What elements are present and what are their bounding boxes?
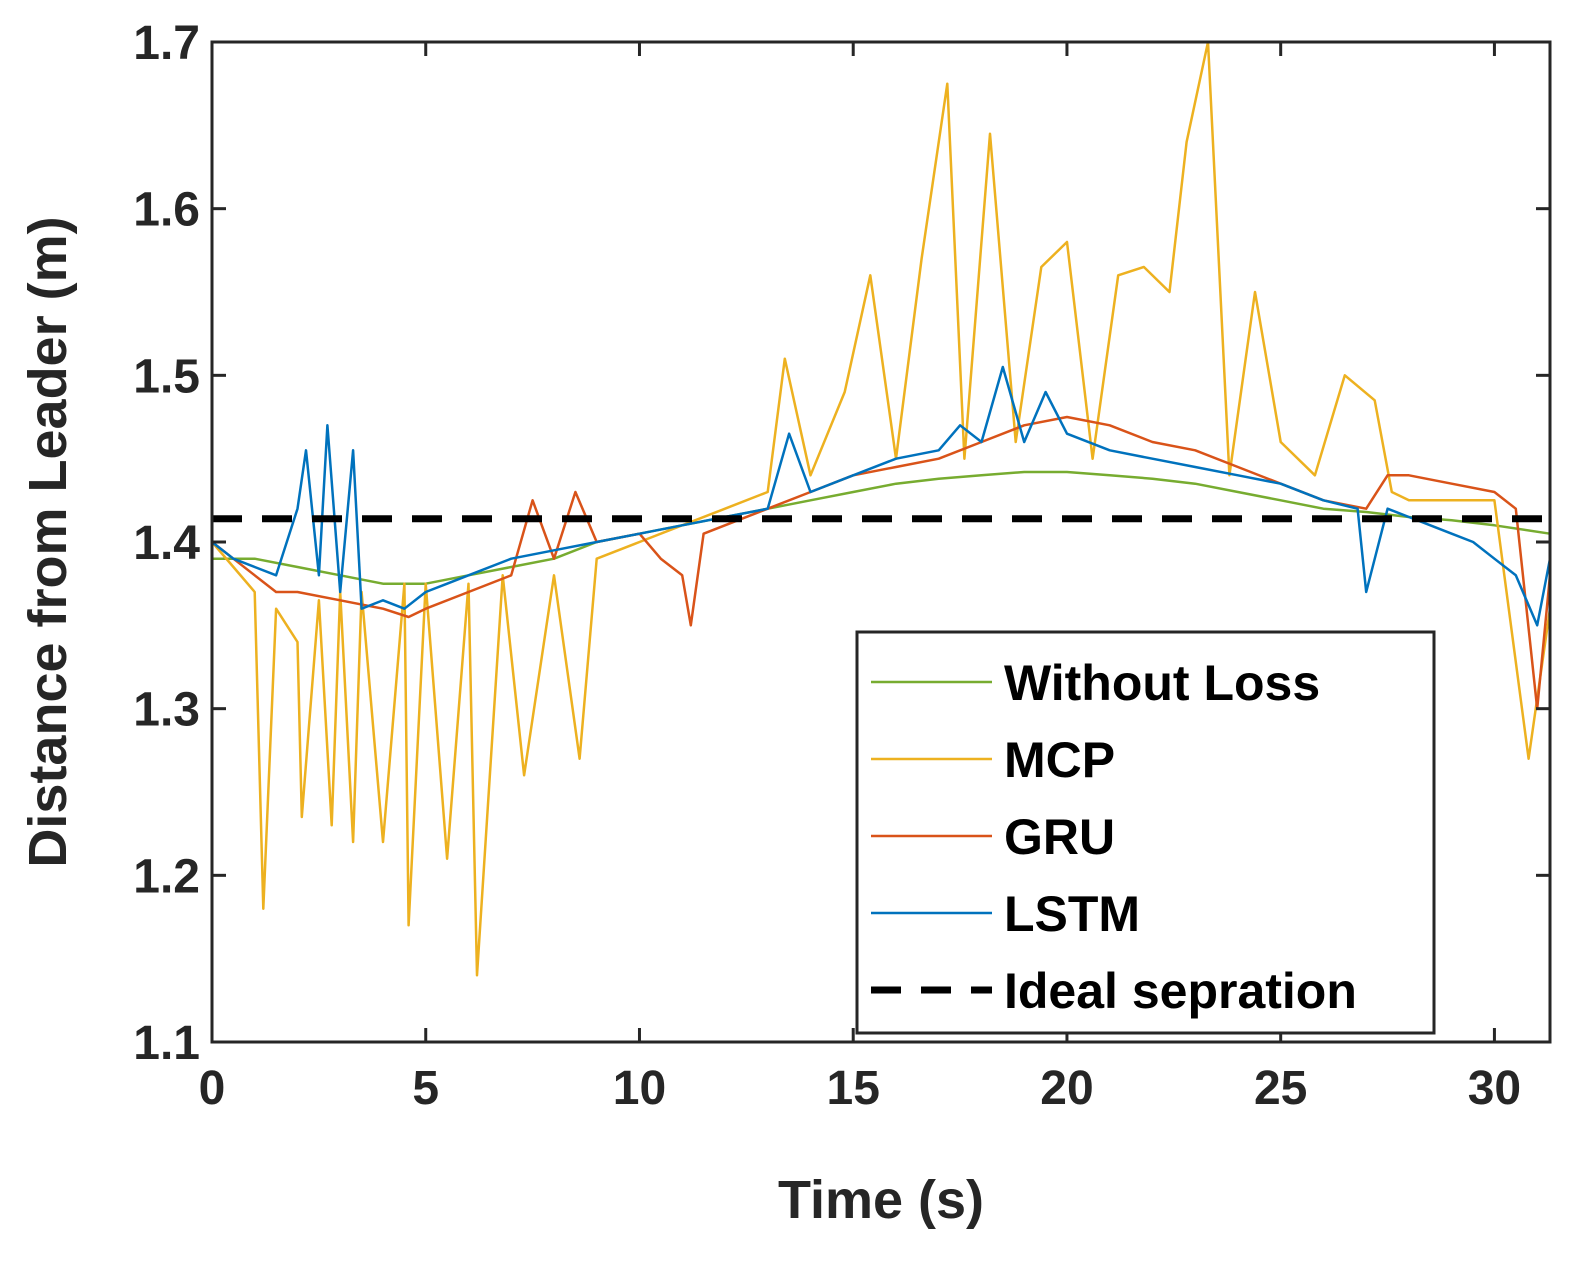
series-line-without-loss	[212, 470, 1551, 585]
y-tick-label: 1.4	[133, 517, 200, 570]
x-tick-label: 15	[827, 1062, 880, 1115]
series-line-lstm	[211, 365, 1552, 627]
y-axis-title: Distance from Leader (m)	[18, 216, 78, 867]
x-axis-title: Time (s)	[778, 1170, 984, 1230]
x-tick-label: 10	[613, 1062, 666, 1115]
legend-label-ideal-sepration: Ideal sepration	[1004, 963, 1357, 1019]
y-tick-label: 1.2	[133, 850, 200, 903]
legend-items: Without Loss MCP GRU LSTM Ideal sepration	[871, 655, 1357, 1019]
legend-label-mcp: MCP	[1004, 732, 1115, 788]
x-tick-label: 25	[1254, 1062, 1307, 1115]
y-tick-label: 1.6	[133, 184, 200, 237]
series-line-mcp	[211, 40, 1552, 977]
x-tick-label: 0	[199, 1062, 226, 1115]
y-tick-label: 1.5	[133, 350, 200, 403]
y-tick-label: 1.3	[133, 684, 200, 737]
series-layer	[211, 40, 1552, 977]
y-tick-label: 1.1	[133, 1017, 200, 1070]
axis-layer: 0 5 10 15 20 25 30 1.1 1.2 1.3 1.4 1.5 1.6 1.7	[133, 17, 1552, 1115]
legend: Without Loss MCP GRU LSTM Ideal sepration	[855, 630, 1436, 1035]
legend-box	[855, 630, 1436, 1035]
legend-label-gru: GRU	[1004, 809, 1115, 865]
legend-label-lstm: LSTM	[1004, 886, 1140, 942]
x-tick-label: 20	[1040, 1062, 1093, 1115]
legend-label-without-loss: Without Loss	[1004, 655, 1320, 711]
x-tick-label: 5	[412, 1062, 439, 1115]
x-tick-label: 30	[1468, 1062, 1521, 1115]
y-tick-label: 1.7	[133, 17, 200, 70]
